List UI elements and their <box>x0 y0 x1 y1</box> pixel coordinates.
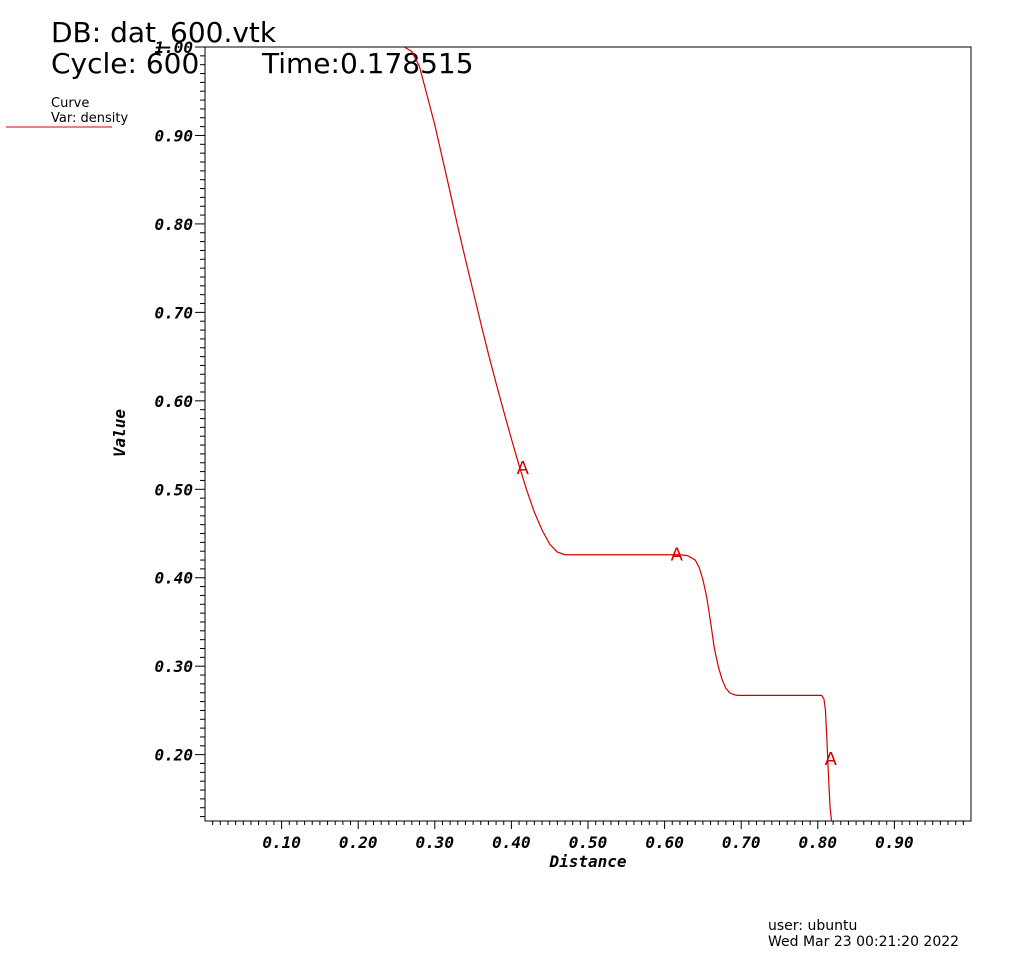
footer-user: user: ubuntu <box>768 918 858 934</box>
x-tick-label: 0.80 <box>799 833 838 852</box>
y-tick-label: 0.50 <box>154 480 193 499</box>
density-series-line <box>403 46 833 822</box>
y-tick-label: 0.40 <box>154 569 193 588</box>
y-tick-label: 0.80 <box>154 215 193 234</box>
y-axis-title: Value <box>110 409 129 458</box>
plot-frame <box>204 46 972 822</box>
curve-marker-label: A <box>517 458 530 479</box>
x-tick-label: 0.50 <box>569 833 608 852</box>
x-axis-title: Distance <box>548 852 626 871</box>
x-tick-label: 0.10 <box>262 833 301 852</box>
x-tick-label: 0.60 <box>645 833 684 852</box>
legend-title: Curve <box>51 96 90 111</box>
x-tick-label: 0.70 <box>722 833 761 852</box>
y-tick-label: 0.70 <box>154 303 193 322</box>
x-axis: 0.10 0.20 0.30 0.40 0.50 0.60 0.70 0.80 0.90 <box>212 821 964 852</box>
y-tick-label: 0.30 <box>154 657 193 676</box>
legend-var: Var: density <box>51 111 129 126</box>
time-label: Time:0.178515 <box>262 47 474 80</box>
x-tick-label: 0.90 <box>875 833 914 852</box>
y-tick-label: 0.90 <box>154 126 193 145</box>
cycle-label: Cycle: 600 <box>51 47 200 80</box>
x-tick-label: 0.30 <box>416 833 455 852</box>
x-tick-label: 0.40 <box>492 833 531 852</box>
y-tick-label: 1.00 <box>154 38 193 57</box>
curve-marker-label: A <box>825 749 838 770</box>
series-layer: A A A <box>403 46 838 822</box>
x-tick-label: 0.20 <box>339 833 378 852</box>
y-axis: 0.20 0.30 0.40 0.50 0.60 0.70 0.80 0.90 1.00 <box>154 38 205 818</box>
curve-marker-label: A <box>671 545 684 566</box>
y-tick-label: 0.60 <box>154 392 193 411</box>
y-tick-label: 0.20 <box>154 746 193 765</box>
db-title: DB: dat_600.vtk <box>51 16 277 49</box>
footer-date: Wed Mar 23 00:21:20 2022 <box>768 934 960 950</box>
